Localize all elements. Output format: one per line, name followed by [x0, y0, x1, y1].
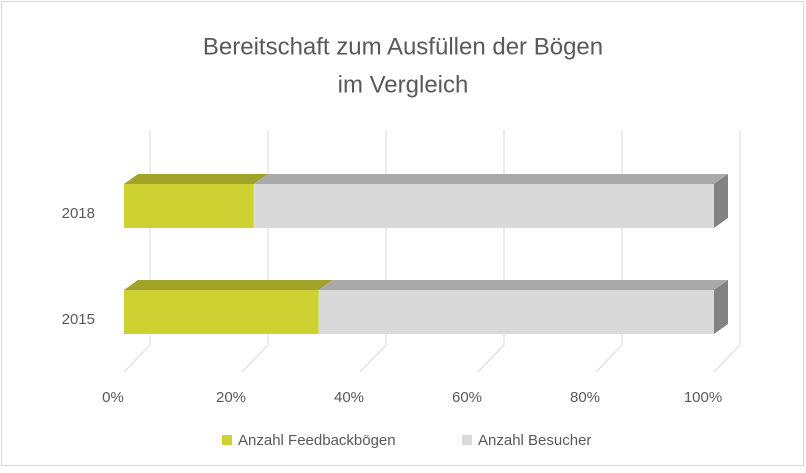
legend-swatch [462, 435, 472, 445]
grid-line [359, 344, 387, 373]
chart-border [1, 1, 804, 466]
grid-line [477, 344, 505, 373]
bar-side [714, 280, 728, 334]
x-tick-label: 20% [216, 389, 246, 406]
y-tick-label: 2015 [62, 311, 95, 328]
bar [318, 290, 714, 334]
bar-top [124, 174, 268, 184]
grid-line [123, 344, 151, 373]
grid-line [241, 344, 269, 373]
bar-top [318, 280, 728, 290]
x-tick-label: 60% [452, 389, 482, 406]
legend-label: Anzahl Besucher [478, 432, 591, 449]
bar-top [253, 174, 729, 184]
x-tick-label: 80% [570, 389, 600, 406]
legend-swatch [222, 435, 232, 445]
bar-top [124, 280, 333, 290]
x-tick-label: 100% [684, 389, 722, 406]
legend-label: Anzahl Feedbackbögen [238, 432, 396, 449]
x-tick-label: 0% [102, 389, 124, 406]
chart-title: Bereitschaft zum Ausfüllen der Bögen [203, 33, 603, 60]
chart-title: im Vergleich [338, 71, 469, 98]
grid-line [595, 344, 623, 373]
bar [253, 184, 715, 228]
grid-line [713, 344, 741, 373]
bar [124, 290, 319, 334]
bar-side [714, 174, 728, 228]
x-tick-label: 40% [334, 389, 364, 406]
y-tick-label: 2018 [62, 205, 95, 222]
bar [124, 184, 254, 228]
